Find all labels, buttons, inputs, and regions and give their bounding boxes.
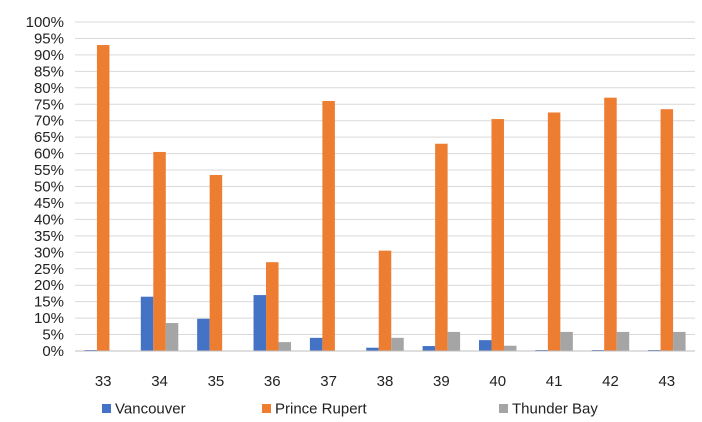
x-tick-label: 41 [546,373,563,390]
y-tick-label: 15% [34,294,64,311]
bar-prince-rupert-38 [378,250,392,351]
legend-item-prince-rupert: Prince Rupert [262,401,368,418]
y-tick-label: 90% [34,47,64,64]
y-tick-label: 45% [34,195,64,212]
bar-prince-rupert-39 [435,143,448,351]
gridlines [75,21,695,336]
y-tick-label: 65% [34,129,64,146]
bar-prince-rupert-43 [660,109,674,351]
bars [84,45,686,352]
y-tick-label: 55% [34,162,64,179]
y-tick-label: 85% [34,63,64,80]
legend: Vancouver Prince Rupert Thunder Bay [102,401,598,418]
x-tick-label: 40 [489,373,506,390]
bar-thunder-bay-36 [278,342,292,351]
bar-vancouver-35 [197,318,210,351]
y-tick-label: 60% [34,146,64,163]
y-tick-label: 100% [26,14,64,31]
y-tick-label: 80% [34,80,64,97]
x-tick-label: 36 [264,373,281,390]
y-axis-tick-labels: 0%5%10%15%20%25%30%35%40%45%50%55%60%65%… [26,14,64,360]
bar-vancouver-36 [253,295,267,351]
y-tick-label: 30% [34,244,64,261]
x-tick-label: 42 [602,373,619,390]
bar-thunder-bay-42 [616,331,630,351]
y-tick-label: 40% [34,211,64,228]
legend-label: Vancouver [115,401,186,418]
legend-label: Thunder Bay [512,401,598,418]
legend-label: Prince Rupert [275,401,368,418]
bar-thunder-bay-40 [503,345,517,351]
bar-prince-rupert-42 [604,97,617,351]
y-tick-label: 75% [34,96,64,113]
x-tick-label: 39 [433,373,450,390]
legend-swatch [102,404,111,413]
bar-vancouver-40 [478,340,492,351]
x-tick-label: 37 [320,373,337,390]
bar-thunder-bay-39 [447,331,461,351]
bar-thunder-bay-43 [673,331,686,351]
bar-vancouver-39 [422,346,436,351]
y-tick-label: 25% [34,261,64,278]
bar-thunder-bay-34 [165,323,179,351]
y-tick-label: 10% [34,310,64,327]
y-tick-label: 20% [34,277,64,294]
x-axis-tick-labels: 33 34 35 36 37 38 39 40 41 42 43 [95,373,675,390]
y-tick-label: 70% [34,113,64,130]
legend-swatch [499,404,508,413]
bar-prince-rupert-34 [153,151,166,351]
x-tick-label: 38 [377,373,394,390]
y-tick-label: 50% [34,179,64,196]
y-tick-label: 95% [34,30,64,47]
x-tick-label: 43 [658,373,675,390]
y-tick-label: 0% [42,343,64,360]
bar-prince-rupert-35 [209,174,223,351]
bar-prince-rupert-33 [96,45,110,351]
bar-prince-rupert-40 [491,119,504,352]
x-tick-label: 35 [208,373,225,390]
bar-prince-rupert-41 [547,112,561,351]
y-tick-label: 35% [34,228,64,245]
bar-prince-rupert-37 [322,100,335,352]
y-tick-label: 5% [42,327,64,344]
x-tick-label: 33 [95,373,112,390]
bar-thunder-bay-41 [560,331,573,351]
x-tick-label: 34 [151,373,168,390]
legend-item-thunder-bay: Thunder Bay [499,401,598,418]
legend-item-vancouver: Vancouver [102,401,186,418]
bar-vancouver-34 [140,296,154,351]
bar-thunder-bay-38 [391,337,404,351]
legend-swatch [262,404,271,413]
bar-prince-rupert-36 [266,262,279,351]
bar-vancouver-37 [309,337,323,351]
bar-vancouver-38 [366,347,379,351]
